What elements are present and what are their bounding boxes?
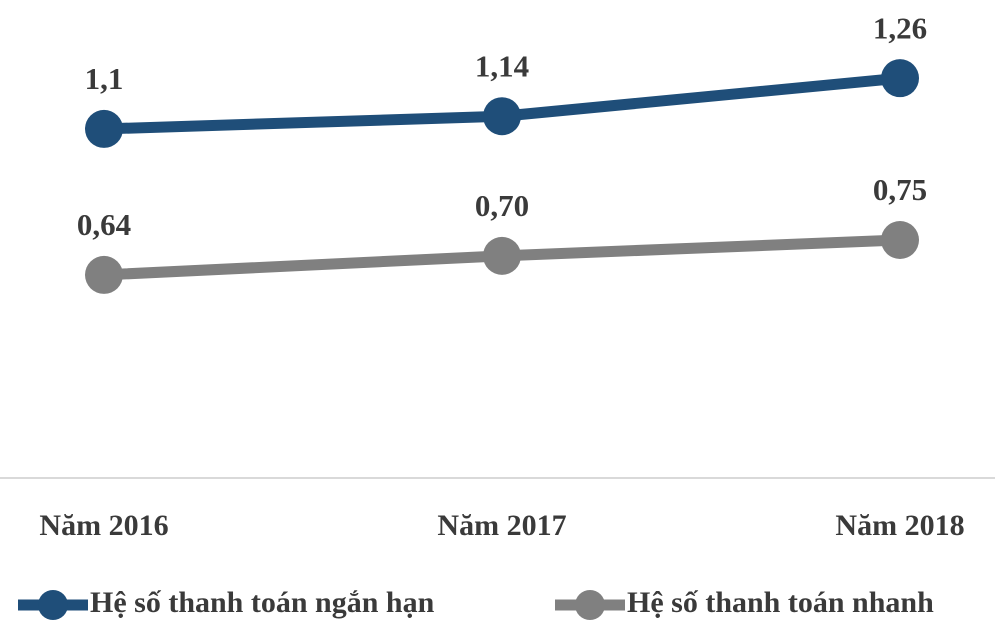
legend-label: Hệ số thanh toán nhanh: [627, 586, 934, 619]
x-tick-label: Năm 2018: [835, 509, 964, 542]
x-tick-label: Năm 2016: [39, 509, 168, 542]
legend-label: Hệ số thanh toán ngắn hạn: [90, 586, 435, 619]
point: [85, 109, 123, 148]
point: [483, 236, 521, 275]
legend-marker: [38, 590, 68, 620]
data-label: 1,14: [475, 48, 529, 83]
data-label: 0,64: [77, 207, 131, 242]
data-label: 0,75: [873, 172, 927, 207]
point: [483, 97, 521, 136]
x-tick-label: Năm 2017: [437, 509, 566, 542]
point: [85, 255, 123, 294]
point: [881, 59, 919, 98]
point: [881, 221, 919, 259]
data-label: 0,70: [475, 188, 529, 223]
legend-marker: [575, 590, 605, 620]
data-label: 1,1: [85, 61, 124, 96]
data-label: 1,26: [873, 10, 927, 45]
